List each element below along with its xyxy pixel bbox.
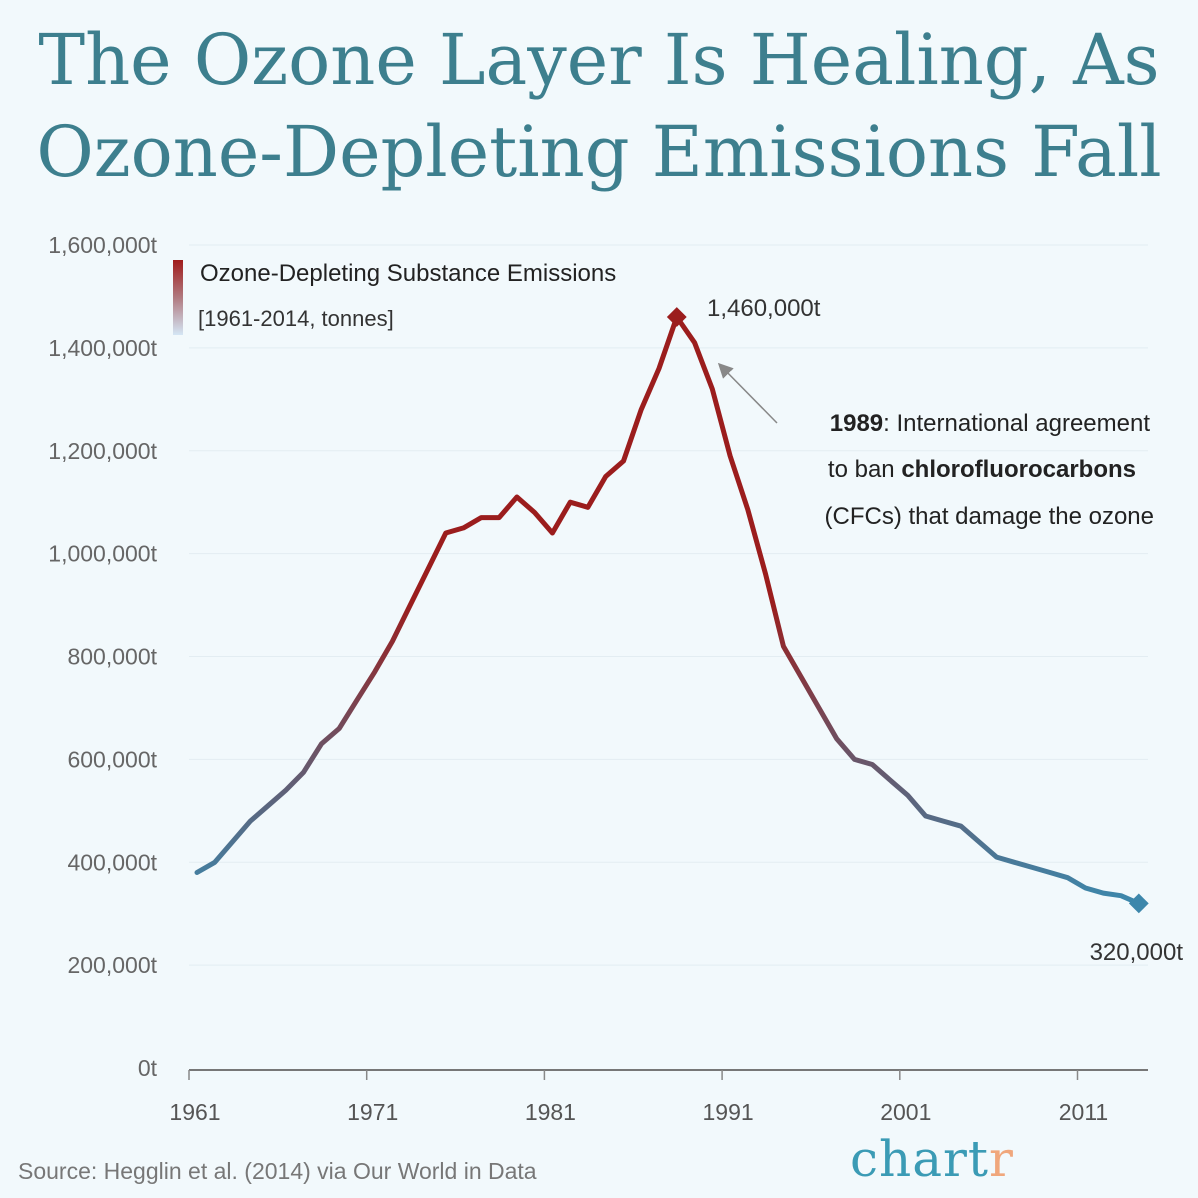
y-tick-label: 1,200,000t xyxy=(48,438,157,464)
annotation-line-3: (CFCs) that damage the ozone xyxy=(825,503,1155,530)
legend-color-bar xyxy=(173,260,183,335)
y-tick-label: 200,000t xyxy=(67,952,157,978)
annotation-arrow xyxy=(717,362,778,424)
peak-marker xyxy=(666,307,687,327)
y-tick-label: 1,000,000t xyxy=(48,541,157,567)
data-points xyxy=(666,307,1149,914)
y-tick-label: 1,600,000t xyxy=(48,232,157,258)
y-tick-label: 600,000t xyxy=(67,746,157,772)
x-tick-label: 1961 xyxy=(169,1099,220,1125)
x-tick-label: 1981 xyxy=(525,1099,576,1125)
y-tick-label: 0t xyxy=(138,1055,158,1081)
peak-label: 1,460,000t xyxy=(707,295,821,322)
logo-main: chart xyxy=(850,1130,990,1188)
y-tick-label: 1,400,000t xyxy=(48,335,157,361)
title-line-2: Ozone-Depleting Emissions Fall xyxy=(36,111,1162,193)
legend-title: Ozone-Depleting Substance Emissions xyxy=(200,260,616,287)
annotation-line-1: 1989: International agreement xyxy=(830,410,1151,437)
annotation-text-2: to ban xyxy=(828,456,901,483)
x-tick-label: 2011 xyxy=(1059,1099,1108,1125)
x-tick-label: 1971 xyxy=(347,1099,398,1125)
x-tick-label: 1991 xyxy=(703,1099,754,1125)
end-label: 320,000t xyxy=(1090,939,1184,966)
logo-accent: r xyxy=(989,1130,1014,1188)
end-marker xyxy=(1128,893,1149,914)
x-tick-label: 2001 xyxy=(880,1099,931,1125)
annotation-cfc: chlorofluorocarbons xyxy=(901,456,1136,483)
chartr-logo: chartr xyxy=(850,1130,1014,1188)
y-tick-label: 800,000t xyxy=(67,644,157,670)
title-line-1: The Ozone Layer Is Healing, As xyxy=(38,19,1160,101)
annotation-text-1: : International agreement xyxy=(883,410,1150,437)
emissions-line xyxy=(194,314,1142,906)
annotation-year: 1989 xyxy=(830,410,883,437)
legend-subtitle: [1961-2014, tonnes] xyxy=(198,306,394,331)
x-axis: 1961 1971 1981 1991 2001 2011 xyxy=(169,1069,1148,1125)
annotation-line-2: to ban chlorofluorocarbons xyxy=(828,456,1136,483)
y-axis: 0t 200,000t 400,000t 600,000t 800,000t 1,000,… xyxy=(48,232,157,1081)
source-note: Source: Hegglin et al. (2014) via Our Wo… xyxy=(18,1158,537,1184)
y-tick-label: 400,000t xyxy=(67,849,157,875)
chart-title: The Ozone Layer Is Healing, As Ozone-Dep… xyxy=(0,14,1198,198)
